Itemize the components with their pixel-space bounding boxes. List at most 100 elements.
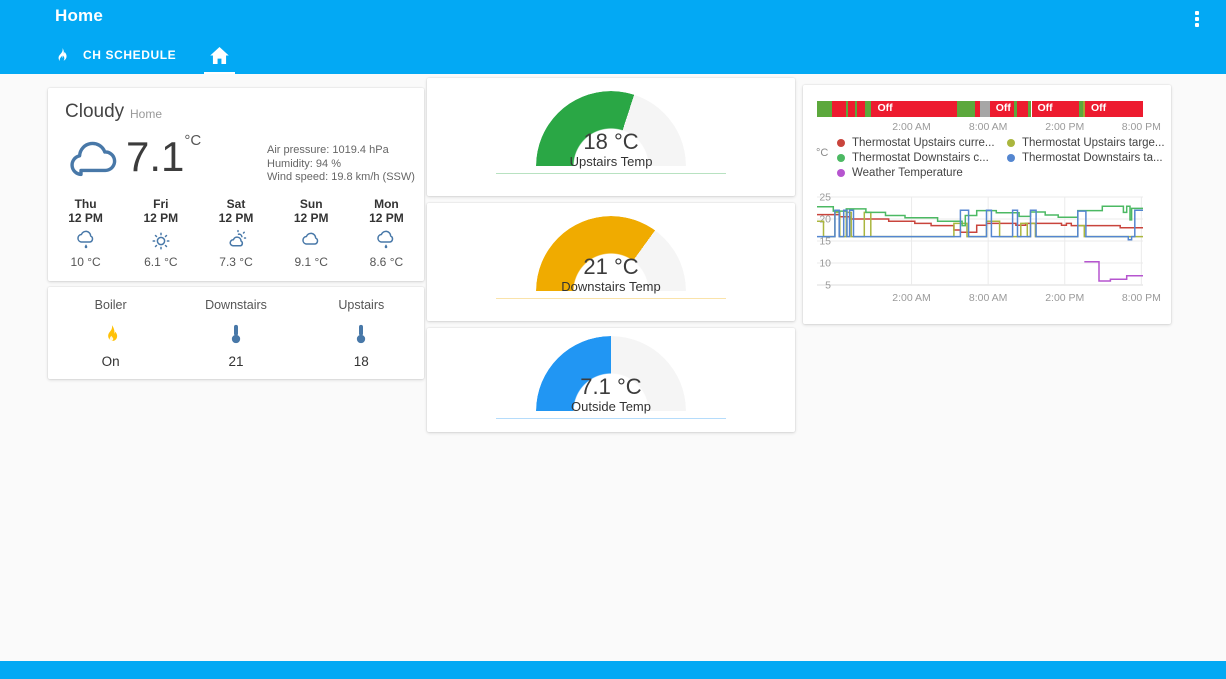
gauge-value: 18 °C — [583, 129, 639, 154]
legend-item: Thermostat Downstairs ta... — [1007, 152, 1171, 164]
upstairs-column: Upstairs 18 — [299, 298, 424, 369]
forecast-thu: Thu 12 PM 10 °C — [48, 197, 123, 269]
temperature-line-chart: 25 20 15 10 5 2:00 AM 8:00 AM 2:00 PM 8:00 PM — [817, 192, 1161, 304]
forecast-mon: Mon 12 PM 8.6 °C — [349, 197, 424, 269]
weather-condition: Cloudy — [65, 101, 125, 122]
legend-dot — [837, 169, 845, 177]
timeline-tick-label: 2:00 PM — [1045, 121, 1085, 133]
tab-label: CH SCHEDULE — [83, 48, 177, 62]
humidity: Humidity: 94 % — [267, 157, 341, 170]
status-segment — [980, 101, 990, 117]
cloud-icon — [68, 140, 122, 185]
series-weather_temperature — [1084, 260, 1143, 282]
weather-details: Air pressure: 1019.4 hPa Humidity: 94 % … — [267, 144, 415, 185]
kebab-menu-icon[interactable] — [1187, 8, 1207, 30]
chart-legend: Thermostat Upstairs curre... Thermostat U… — [837, 137, 1171, 179]
legend-item: Thermostat Upstairs targe... — [1007, 137, 1171, 149]
series-upstairs_current — [817, 213, 1143, 233]
tab-home[interactable] — [204, 38, 236, 74]
series-downstairs_target — [817, 209, 1143, 241]
thermometer-icon — [173, 320, 298, 348]
gauge-label: Outside Temp — [496, 399, 726, 419]
flame-icon — [54, 46, 69, 64]
forecast-sat: Sat 12 PM 7.3 °C — [198, 197, 273, 269]
rain-icon — [349, 228, 424, 254]
tab-ch-schedule[interactable]: CH SCHEDULE — [48, 38, 182, 74]
status-segment — [1079, 101, 1083, 117]
status-segment — [817, 101, 833, 117]
footer-bar — [0, 661, 1226, 679]
status-segment: Off — [1031, 101, 1080, 117]
gauge-arc: 7.1 °C — [536, 336, 686, 412]
svg-text:2:00 AM: 2:00 AM — [892, 292, 931, 304]
page-title: Home — [55, 6, 104, 25]
status-segment — [1082, 101, 1085, 117]
svg-text:8:00 PM: 8:00 PM — [1122, 292, 1161, 304]
forecast-sun-day: Sun 12 PM 9.1 °C — [274, 197, 349, 269]
legend-dot — [1007, 154, 1015, 162]
gauge-outside-temp: 7.1 °C Outside Temp — [427, 328, 795, 432]
wind-speed: Wind speed: 19.8 km/h (SSW) — [267, 171, 415, 183]
svg-text:5: 5 — [825, 280, 831, 292]
partly-cloudy-icon — [198, 228, 273, 254]
gauge-downstairs-temp: 21 °C Downstairs Temp — [427, 203, 795, 321]
gauge-value: 21 °C — [583, 254, 639, 279]
legend-item: Thermostat Upstairs curre... — [837, 137, 1007, 149]
gauge-label: Downstairs Temp — [496, 279, 726, 299]
weather-card: Cloudy Home 7.1°C Air pressure: 1019.4 h… — [48, 88, 424, 281]
gauge-arc: 18 °C — [536, 91, 686, 167]
svg-text:10: 10 — [819, 258, 831, 270]
tab-bar: CH SCHEDULE — [48, 38, 236, 74]
forecast-fri: Fri 12 PM 6.1 °C — [123, 197, 198, 269]
weather-location: Home — [130, 107, 163, 121]
status-segment — [832, 101, 847, 117]
status-segment — [957, 101, 976, 117]
svg-text:8:00 AM: 8:00 AM — [969, 292, 1008, 304]
legend-dot — [837, 154, 845, 162]
legend-dot — [837, 139, 845, 147]
home-icon — [210, 46, 230, 64]
gauge-label: Upstairs Temp — [496, 154, 726, 174]
status-segment: Off — [1084, 101, 1143, 117]
status-segment — [847, 101, 856, 117]
status-segment — [857, 101, 866, 117]
svg-text:15: 15 — [819, 236, 831, 248]
status-segment — [1016, 101, 1029, 117]
svg-text:20: 20 — [819, 214, 831, 226]
y-axis-unit: °C — [816, 147, 829, 159]
cloud-small-icon — [274, 228, 349, 254]
boiler-on-off-timeline: Off Off Off Off — [817, 101, 1143, 117]
sun-icon — [123, 228, 198, 254]
timeline-tick-label: 2:00 AM — [892, 121, 931, 133]
status-segment — [1014, 101, 1017, 117]
temperature-unit: °C — [184, 132, 202, 149]
legend-item: Weather Temperature — [837, 167, 1007, 179]
status-segment: Off — [871, 101, 958, 117]
thermostat-chart-card: Off Off Off Off 2:00 AM 8:00 AM 2:00 PM 8:00 P… — [803, 85, 1171, 324]
rain-icon — [48, 228, 123, 254]
status-segment — [865, 101, 872, 117]
status-segment — [1028, 101, 1032, 117]
legend-item: Thermostat Downstairs c... — [837, 152, 1007, 164]
status-segment — [846, 101, 848, 117]
timeline-tick-label: 8:00 PM — [1121, 121, 1161, 133]
status-segment — [855, 101, 858, 117]
gauge-value: 7.1 °C — [580, 374, 642, 399]
status-segment: Off — [989, 101, 1015, 117]
downstairs-column: Downstairs 21 — [173, 298, 298, 369]
svg-text:25: 25 — [819, 192, 831, 204]
current-temperature: 7.1°C — [126, 132, 202, 180]
boiler-column: Boiler On — [48, 298, 173, 369]
flame-icon — [48, 320, 173, 348]
status-segment — [975, 101, 980, 117]
gauge-upstairs-temp: 18 °C Upstairs Temp — [427, 78, 795, 196]
app-header: Home CH SCHEDULE — [0, 0, 1226, 74]
boiler-status-card: Boiler On Downstairs 21 Upstairs 18 — [48, 287, 424, 379]
series-downstairs_current — [817, 205, 1143, 227]
air-pressure: Air pressure: 1019.4 hPa — [267, 144, 389, 156]
forecast-row: Thu 12 PM 10 °C Fri 12 PM 6.1 °C Sat 12 … — [48, 197, 424, 269]
timeline-tick-label: 8:00 AM — [968, 121, 1008, 133]
timeline-axis: 2:00 AM 8:00 AM 2:00 PM 8:00 PM — [803, 121, 1171, 135]
svg-text:2:00 PM: 2:00 PM — [1045, 292, 1084, 304]
